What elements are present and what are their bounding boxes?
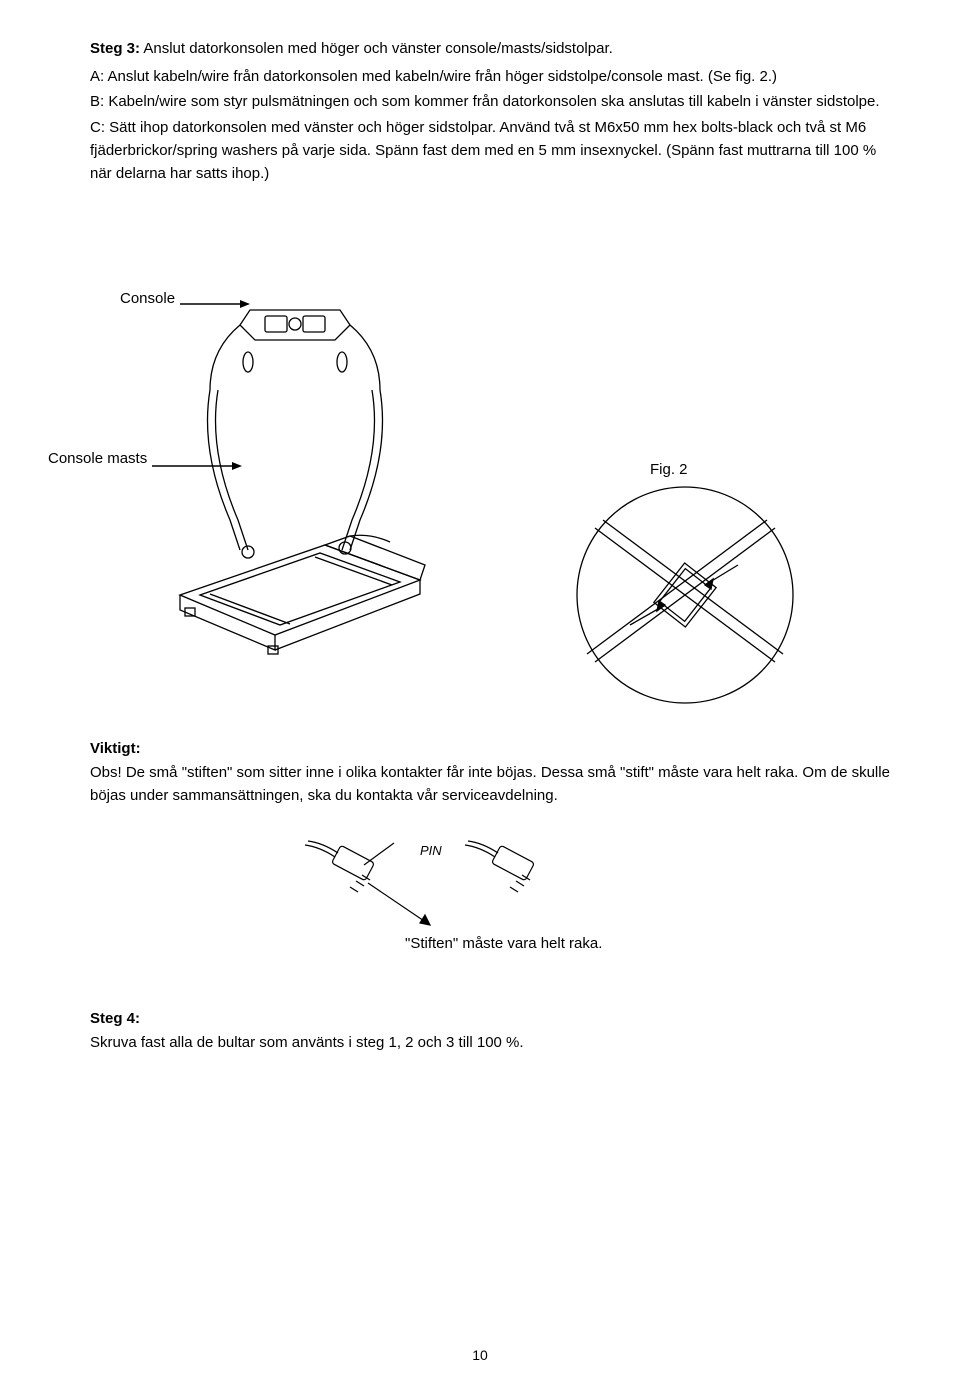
step3-line-b: B: Kabeln/wire som styr pulsmätningen oc…	[90, 90, 890, 113]
step3-line-a: A: Anslut kabeln/wire från datorkonsolen…	[90, 65, 890, 88]
step3-title-bold: Steg 3:	[90, 40, 140, 57]
fig2-detail-diagram	[570, 480, 800, 710]
step3-title-rest: Anslut datorkonsolen med höger och vänst…	[140, 40, 613, 57]
pin-connector-diagram	[300, 835, 600, 930]
pin-caption: "Stiften" måste vara helt raka.	[405, 935, 602, 952]
step4-block: Steg 4: Skruva fast alla de bultar som a…	[90, 1010, 890, 1056]
step4-body: Skruva fast alla de bultar som använts i…	[90, 1031, 890, 1054]
step3-line-c: C: Sätt ihop datorkonsolen med vänster o…	[90, 116, 890, 186]
label-fig2: Fig. 2	[650, 461, 688, 478]
manual-page: Steg 3: Anslut datorkonsolen med höger o…	[0, 0, 960, 1393]
label-console-masts: Console masts	[48, 450, 147, 467]
step3-title: Steg 3: Anslut datorkonsolen med höger o…	[90, 40, 890, 57]
important-block: Viktigt: Obs! De små "stiften" som sitte…	[90, 740, 890, 810]
pin-label: PIN	[420, 843, 442, 858]
step4-title: Steg 4:	[90, 1010, 890, 1027]
page-number: 10	[0, 1347, 960, 1363]
important-body: Obs! De små "stiften" som sitter inne i …	[90, 761, 890, 808]
treadmill-diagram	[140, 290, 440, 710]
important-title: Viktigt:	[90, 740, 890, 757]
